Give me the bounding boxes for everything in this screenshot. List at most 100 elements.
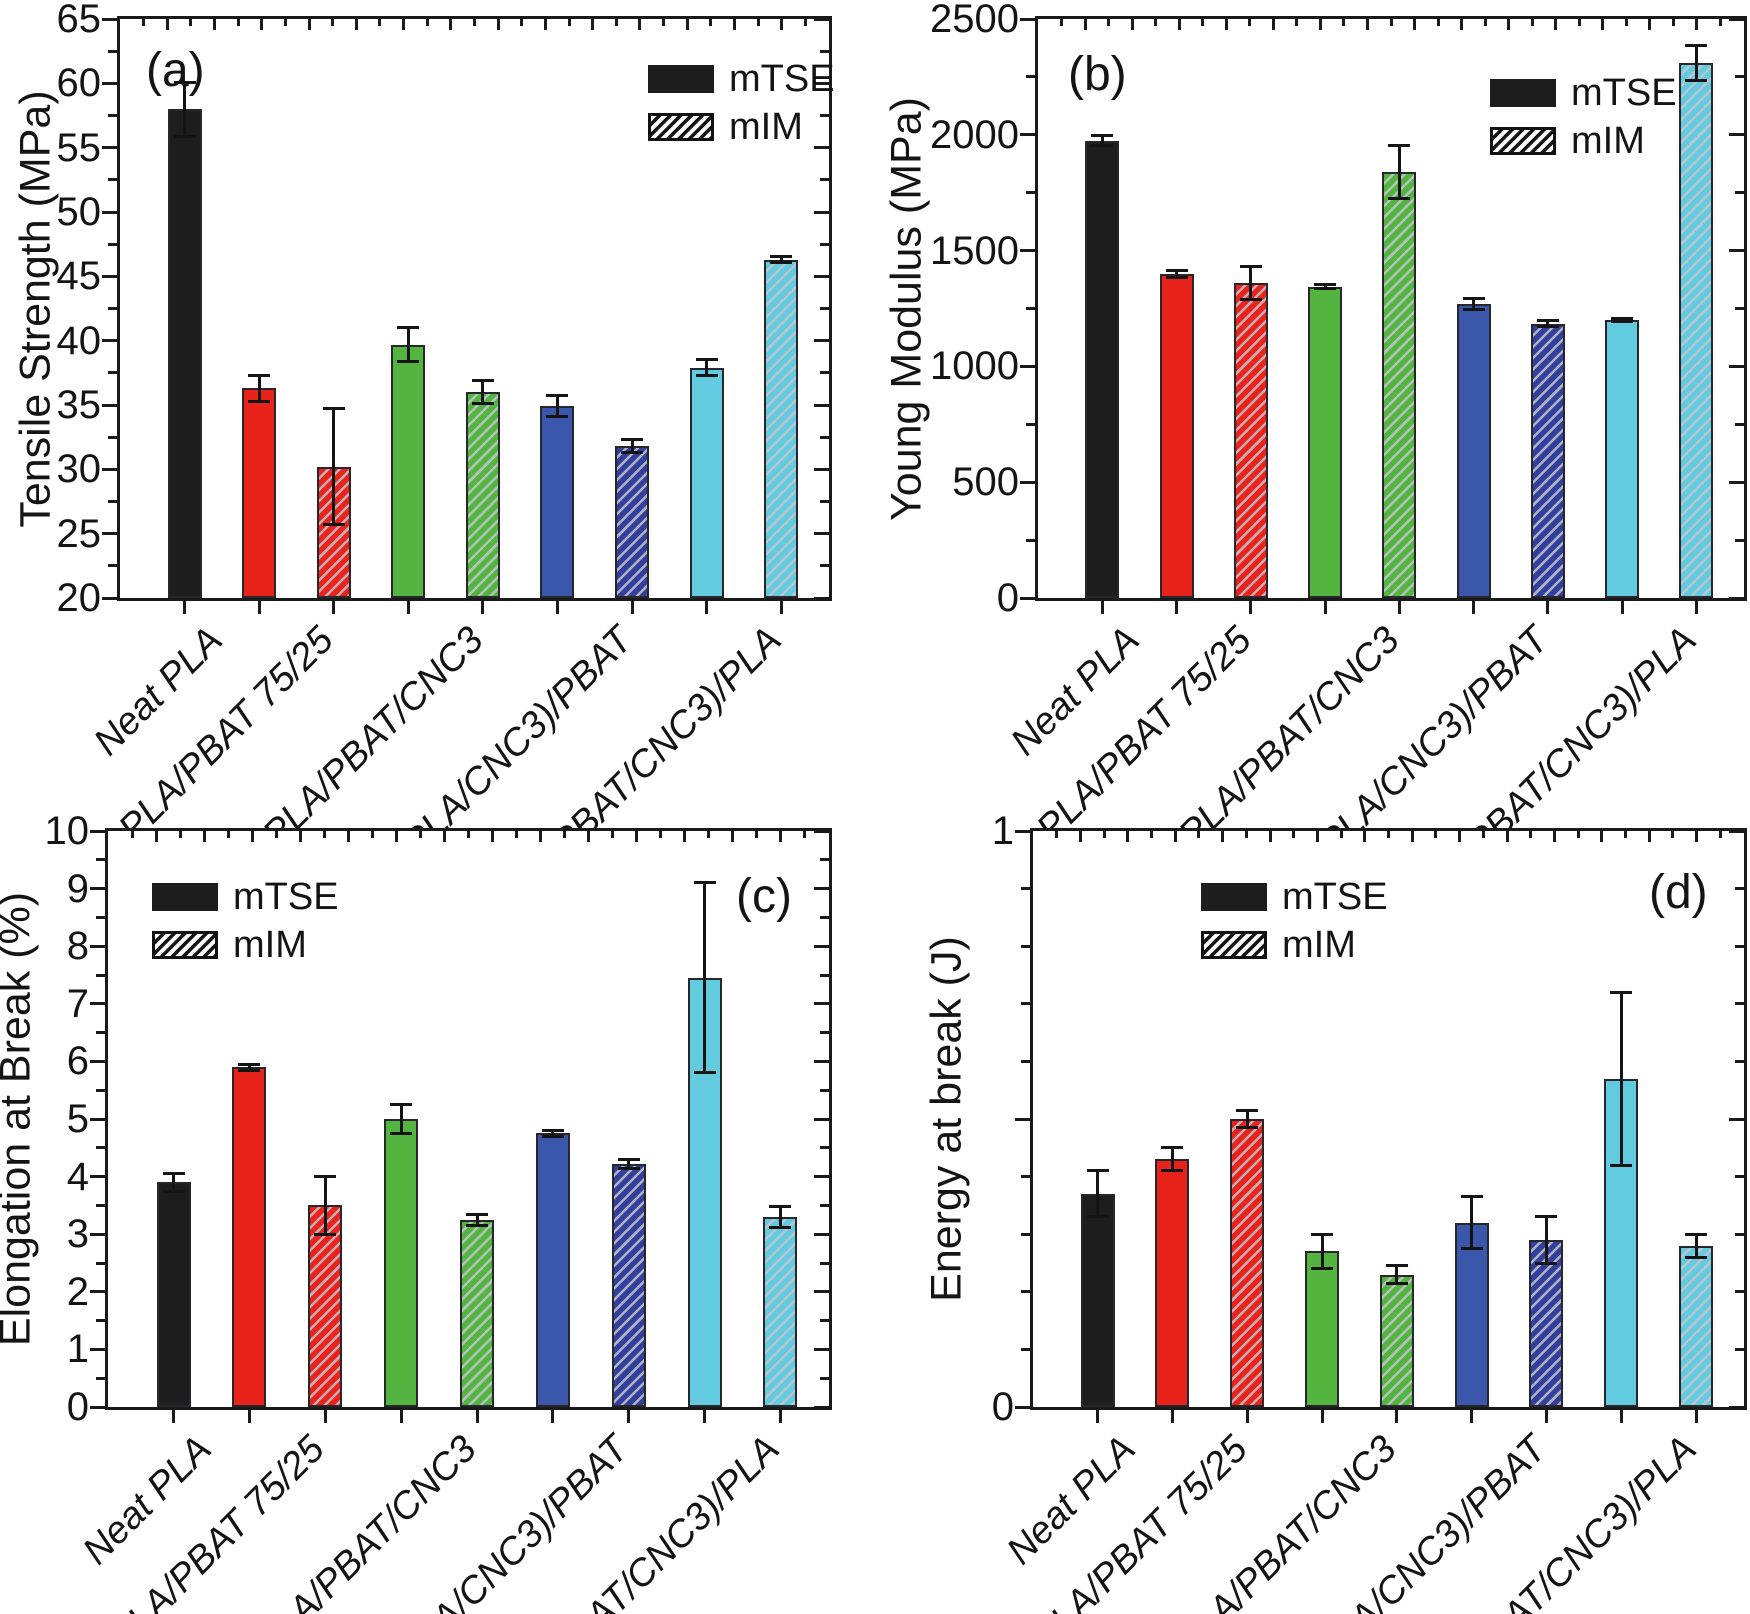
error-bar-cap-top [1610, 990, 1633, 994]
y-minor-tick-right [820, 1376, 829, 1380]
x-top-tick [567, 19, 571, 26]
error-bar-cap-top [1535, 1215, 1558, 1219]
x-top-tick [611, 831, 615, 838]
error-bar-cap-top [546, 394, 569, 398]
y-major-tick-left [1020, 480, 1035, 484]
y-minor-tick-left [1021, 1232, 1030, 1236]
y-minor-tick-right [1735, 191, 1744, 195]
legend-row-mim: mIM [1201, 925, 1356, 965]
error-bar-cap-top [1536, 319, 1559, 323]
y-major-tick-left [102, 146, 117, 150]
legend-label-mtse: mTSE [1571, 72, 1677, 114]
x-bottom-tick [323, 1410, 327, 1423]
error-bar-cap-bottom [1462, 308, 1485, 312]
x-top-tick [1647, 831, 1651, 842]
y-major-tick-left [1015, 1117, 1030, 1121]
y-major-tick-right [814, 1002, 829, 1006]
x-bottom-tick [481, 601, 485, 614]
legend-row-mtse: mTSE [152, 877, 339, 917]
error-bar-cap-top [466, 1212, 488, 1216]
y-major-tick-left [90, 1059, 105, 1063]
x-top-tick [178, 831, 182, 838]
y-minor-tick-left [108, 371, 117, 375]
y-major-tick-right [814, 532, 829, 536]
error-bar-cap-bottom [617, 1167, 640, 1171]
error-bar-cap-bottom [1086, 1215, 1109, 1219]
y-minor-tick-left [1021, 1059, 1030, 1063]
legend-row-mtse: mTSE [1201, 877, 1388, 917]
x-top-tick [130, 831, 134, 838]
y-minor-tick-right [820, 114, 829, 117]
y-major-tick-left [1020, 364, 1035, 368]
bar-a-mim-2 [316, 466, 351, 598]
y-major-tick-right [814, 887, 829, 891]
x-bottom-tick [257, 601, 261, 614]
error-bar-cap-bottom [1685, 78, 1708, 82]
x-top-tick [563, 831, 567, 838]
y-major-tick-left [90, 1232, 105, 1236]
x-top-tick [1552, 831, 1556, 842]
y-minor-tick-right [1735, 538, 1744, 542]
error-bar-cap-bottom [238, 1068, 261, 1072]
y-minor-tick-left [1026, 75, 1035, 79]
error-bar-cap-bottom [1460, 1247, 1483, 1251]
y-minor-tick-right [820, 1031, 829, 1035]
y-major-tick-right [814, 1290, 829, 1294]
error-bar [406, 327, 410, 362]
y-tick-label: 3 [66, 1212, 89, 1257]
y-tick-label: 0 [996, 576, 1019, 620]
legend-row-mim: mIM [1490, 121, 1645, 161]
legend-swatch-mtse [1201, 883, 1267, 911]
y-minor-tick-left [96, 858, 105, 862]
y-major-tick-left [90, 829, 105, 833]
x-top-tick [1224, 19, 1228, 30]
error-bar-cap-top [1385, 1264, 1408, 1268]
x-top-tick [154, 831, 158, 842]
y-major-tick-left [1015, 1405, 1030, 1409]
x-top-tick [520, 19, 524, 26]
x-top-tick [1197, 831, 1201, 838]
x-bottom-tick [1320, 1410, 1324, 1423]
y-minor-tick-right [820, 435, 829, 439]
error-bar [332, 408, 336, 525]
y-major-tick-left [102, 17, 117, 21]
x-top-tick [1154, 19, 1158, 26]
y-major-tick-left [1020, 133, 1035, 137]
error-bar-cap-top [617, 1157, 640, 1161]
error-bar-cap-top [238, 1062, 261, 1066]
y-major-tick-left [102, 403, 117, 407]
x-top-tick [709, 19, 713, 26]
error-bar [1694, 45, 1698, 81]
y-tick-label: 1 [991, 809, 1014, 853]
error-bar-cap-top [1611, 316, 1634, 320]
y-minor-tick-right [820, 1261, 829, 1265]
y-minor-tick-left [1026, 538, 1035, 542]
x-top-tick [1436, 19, 1440, 26]
error-bar-cap-bottom [390, 1131, 413, 1135]
bar-a-mtse-0 [167, 109, 202, 598]
y-minor-tick-left [96, 1319, 105, 1323]
x-top-tick [1483, 19, 1487, 26]
y-major-tick-right [814, 403, 829, 407]
y-minor-tick-right [820, 1203, 829, 1207]
x-top-tick [1671, 831, 1675, 838]
y-minor-tick-right [820, 973, 829, 977]
x-top-tick [189, 19, 193, 26]
y-minor-tick-right [1735, 75, 1744, 79]
error-bar-cap-bottom [1610, 1163, 1633, 1167]
y-minor-tick-left [96, 1376, 105, 1380]
error-bar-cap-top [541, 1129, 564, 1133]
x-top-tick [1389, 19, 1393, 26]
x-top-tick [803, 831, 807, 838]
x-top-tick [1295, 19, 1299, 26]
x-bottom-tick [1100, 601, 1104, 614]
y-major-tick-right [1729, 1117, 1744, 1121]
y-minor-tick-left [1021, 1347, 1030, 1351]
x-top-tick [165, 19, 169, 30]
y-major-tick-left [102, 339, 117, 343]
y-minor-tick-left [1026, 307, 1035, 310]
x-bottom-tick [406, 601, 410, 614]
x-top-tick [1339, 831, 1343, 838]
y-major-tick-right [1729, 17, 1744, 21]
